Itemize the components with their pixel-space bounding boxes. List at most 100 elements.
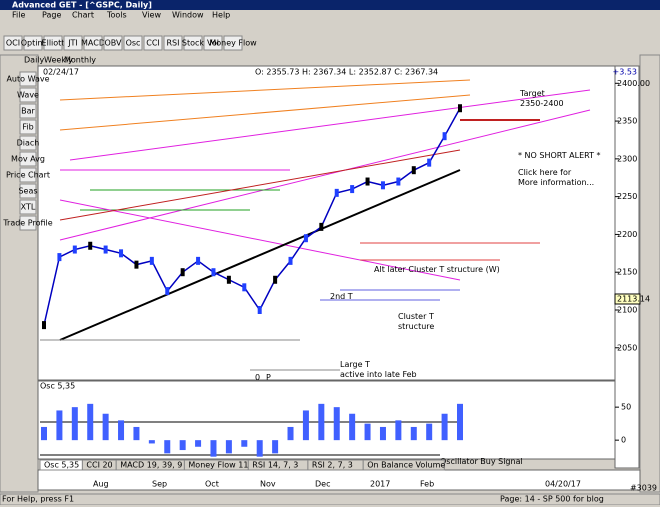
last-price-box <box>614 293 641 305</box>
toolbar-label[interactable]: Elliott <box>42 39 65 48</box>
tool-label[interactable]: Trade Profile <box>2 219 52 228</box>
indicator-tab-label[interactable]: CCI 20 <box>86 461 112 470</box>
window-title: Advanced GET - [^GSPC, Daily] <box>12 1 152 10</box>
indicator-tab-label[interactable]: MACD 19, 39, 9 <box>120 461 182 470</box>
toolbar-button[interactable] <box>43 35 63 51</box>
tool-button[interactable] <box>19 167 37 183</box>
y-tick-label: 50 <box>621 403 631 412</box>
price-bar <box>319 222 324 231</box>
menu-item[interactable]: Help <box>212 11 230 20</box>
toolbar-button[interactable] <box>203 35 223 51</box>
toolbar-label[interactable]: OBV <box>104 39 122 48</box>
indicator-tab-label[interactable]: RSI 2, 7, 3 <box>312 461 353 470</box>
indicator-tab-label[interactable]: Osc 5,35 <box>44 461 79 470</box>
indicator-tab[interactable] <box>362 459 445 471</box>
x-tick-label: Nov <box>260 480 276 489</box>
tool-label[interactable]: Fib <box>22 123 33 132</box>
osc-bar <box>87 403 94 441</box>
tool-label[interactable]: Seas <box>18 187 37 196</box>
osc-bar <box>287 426 294 441</box>
osc-bar <box>164 440 171 454</box>
x-tick-label: Sep <box>152 480 167 489</box>
toolbar-button[interactable] <box>163 35 183 51</box>
tool-label[interactable]: Price Chart <box>6 171 50 180</box>
toolbar-button[interactable] <box>223 35 243 51</box>
tool-button[interactable] <box>19 87 37 103</box>
annotation[interactable]: Click here for More information... <box>518 168 594 187</box>
price-panel <box>37 65 616 381</box>
price-bar <box>458 104 462 113</box>
annotation: Target 2350-2400 <box>519 89 564 108</box>
toolbar-button[interactable] <box>3 35 23 51</box>
menu-item[interactable]: File <box>12 11 25 20</box>
tool-button[interactable] <box>19 119 37 135</box>
osc-bar <box>318 403 325 441</box>
chart-tab[interactable]: Monthly <box>64 56 96 65</box>
toolbar-button[interactable] <box>183 35 203 51</box>
osc-bar <box>256 440 263 457</box>
tool-label[interactable]: Wave <box>17 91 39 100</box>
toolbar-label[interactable]: CCI <box>146 39 160 48</box>
last-price: 2113.14 <box>617 295 650 304</box>
tool-button[interactable] <box>19 215 37 231</box>
price-bar <box>396 177 401 186</box>
toolbar-button[interactable] <box>103 35 123 51</box>
tool-label[interactable]: Mov Avg <box>11 155 45 164</box>
indicator-tab-label[interactable]: Money Flow 11 <box>188 461 248 470</box>
price-bar <box>442 132 447 141</box>
osc-bar <box>195 440 202 447</box>
toolbar-label[interactable]: OCI <box>6 39 20 48</box>
x-tick-label: Dec <box>315 480 330 489</box>
toolbar-label[interactable]: JTI <box>67 39 78 48</box>
toolbar-label[interactable]: MACD <box>81 39 105 48</box>
osc-bar <box>364 423 371 441</box>
tool-button[interactable] <box>19 71 37 87</box>
price-bar <box>42 321 46 330</box>
tool-label[interactable]: Auto Wave <box>6 75 49 84</box>
chart-tab[interactable]: Weekly <box>44 56 73 65</box>
menu-item[interactable]: Page <box>42 11 61 20</box>
tool-button[interactable] <box>19 103 37 119</box>
osc-bar <box>210 440 217 457</box>
chart-tab[interactable]: Daily <box>24 56 45 65</box>
toolbar-button[interactable] <box>83 35 103 51</box>
tool-button[interactable] <box>19 183 37 199</box>
indicator-tab-label[interactable]: On Balance Volume <box>367 461 445 470</box>
toolbar-button[interactable] <box>23 35 43 51</box>
tool-button[interactable] <box>19 151 37 167</box>
y-tick-label: 2200 <box>617 230 637 239</box>
price-bar <box>411 166 416 175</box>
menu-item[interactable]: Tools <box>106 11 127 20</box>
y-tick-label: 0 <box>621 436 626 445</box>
x-tick-label: 04/20/17 <box>545 480 581 489</box>
toolbar-label[interactable]: RSI <box>167 39 180 48</box>
toolbar-button[interactable] <box>63 35 83 51</box>
tool-label[interactable]: XTL <box>21 203 36 212</box>
toolbar-label[interactable]: Optim <box>21 39 46 48</box>
osc-bar <box>426 423 433 441</box>
tool-button[interactable] <box>19 199 37 215</box>
osc-bar <box>333 407 340 441</box>
annotation: P <box>266 373 271 382</box>
toolbar-label[interactable]: Osc <box>126 39 141 48</box>
osc-bar <box>272 440 279 454</box>
menu-item[interactable]: Window <box>172 11 204 20</box>
toolbar-label[interactable]: Money Flow <box>209 39 257 48</box>
toolbar-label[interactable]: Vol <box>207 39 219 48</box>
osc-bar <box>56 410 63 441</box>
tool-label[interactable]: Diach <box>17 139 40 148</box>
annotation: 2nd T <box>330 292 353 301</box>
tool-button[interactable] <box>19 135 37 151</box>
menu-item[interactable]: View <box>142 11 161 20</box>
price-bar <box>88 241 93 250</box>
y-tick-label: 2050 <box>617 343 637 352</box>
toolbar-button[interactable] <box>143 35 163 51</box>
indicator-tab-label[interactable]: RSI 14, 7, 3 <box>252 461 298 470</box>
toolbar-label[interactable]: Stock <box>182 39 205 48</box>
tool-label[interactable]: Bar <box>21 107 35 116</box>
menu-item[interactable]: Chart <box>72 11 94 20</box>
toolbar-button[interactable] <box>123 35 143 51</box>
price-bar <box>72 245 77 254</box>
